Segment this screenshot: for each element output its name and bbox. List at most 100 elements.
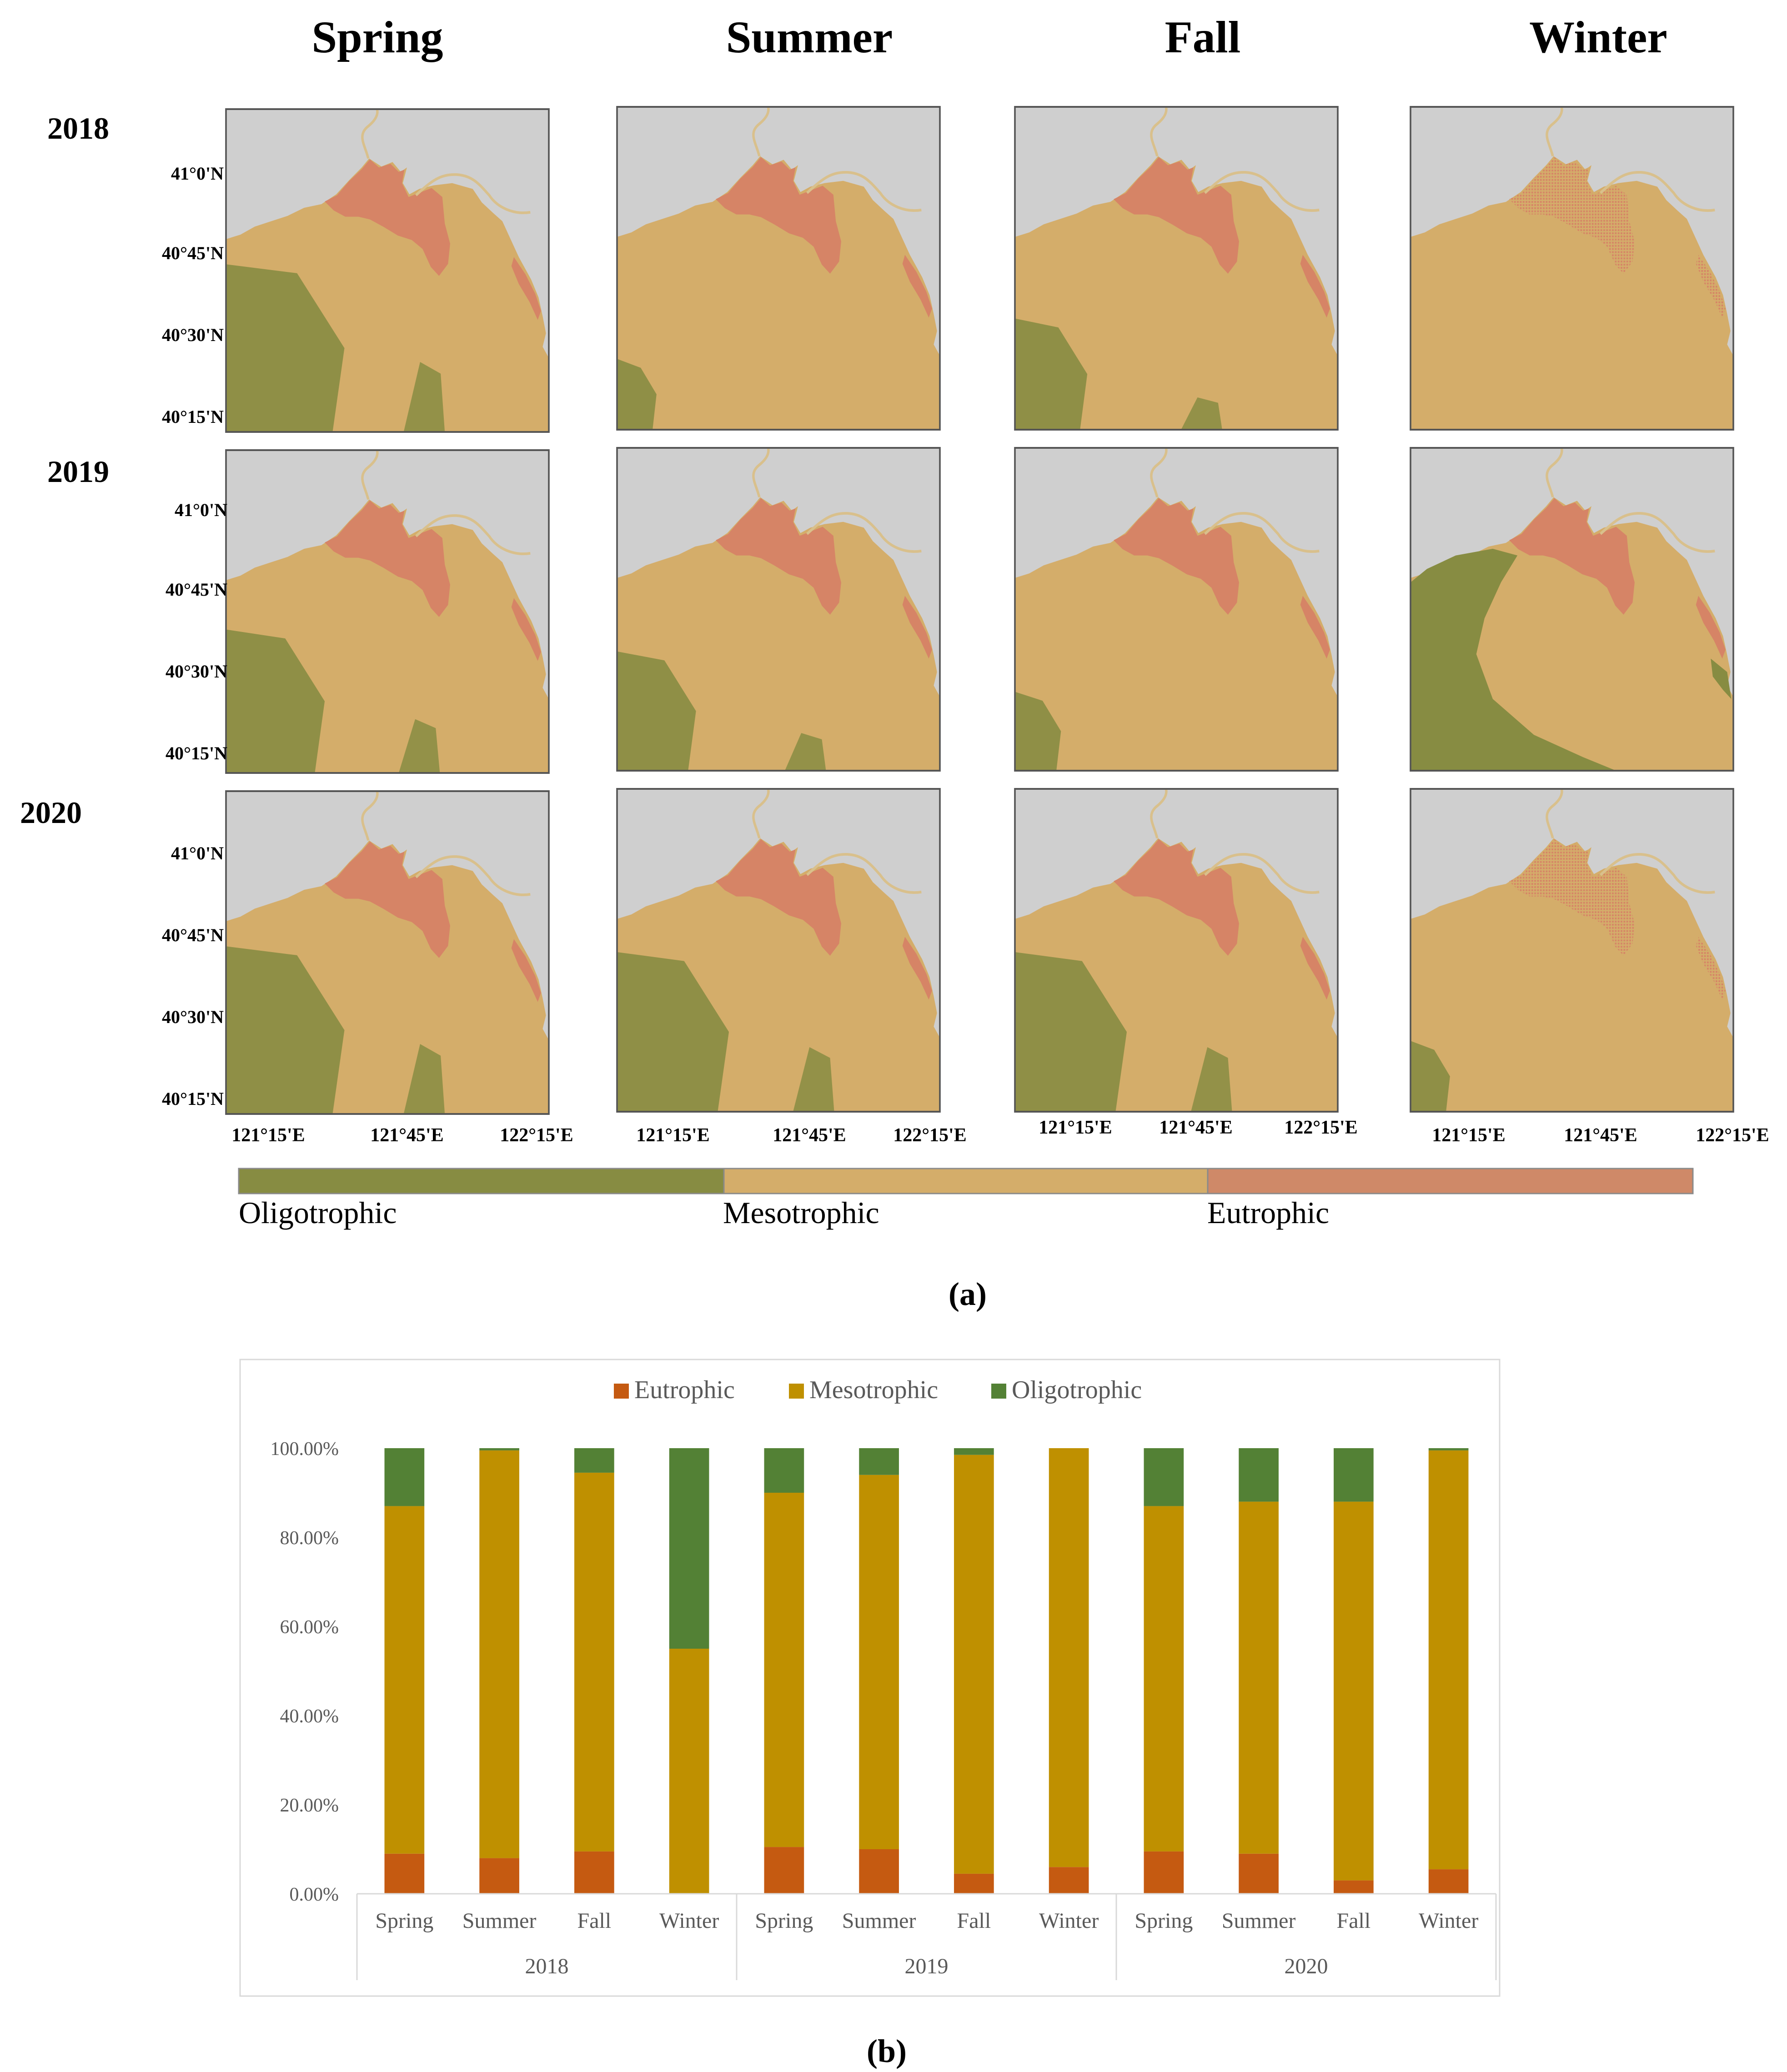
lat-label: 41°0'N — [175, 500, 227, 520]
bars — [384, 1448, 1469, 1894]
season-header: Spring — [311, 12, 443, 62]
lon-label: 121°15'E — [1432, 1125, 1505, 1146]
bar-segment — [1144, 1448, 1184, 1506]
season-header: Fall — [1165, 12, 1241, 62]
x-tick-label: Spring — [375, 1909, 433, 1933]
trophic-legend: Oligotrophic Mesotrophic Eutrophic — [238, 1168, 1694, 1230]
map-tile — [1410, 106, 1734, 431]
legend-label: Mesotrophic — [723, 1195, 879, 1230]
bar-segment — [954, 1455, 994, 1874]
lon-label: 122°15'E — [893, 1125, 966, 1146]
legend-swatch-mesotrophic — [723, 1168, 1209, 1194]
bar-segment — [574, 1472, 614, 1851]
x-tick-label: Spring — [755, 1909, 813, 1933]
x-tick-label: Summer — [1222, 1909, 1296, 1933]
lat-label: 40°15'N — [162, 406, 224, 427]
season-headers: Spring Summer Fall Winter — [311, 12, 1667, 62]
map-tile — [1410, 447, 1734, 772]
x-tick-label: Fall — [957, 1909, 991, 1933]
lon-label: 121°15'E — [231, 1125, 305, 1146]
bar-segment — [954, 1448, 994, 1455]
chart-legend-label: Eutrophic — [634, 1376, 735, 1404]
lat-label: 40°45'N — [162, 243, 224, 263]
bar-segment — [954, 1873, 994, 1894]
bar-segment — [1334, 1501, 1374, 1881]
map-tile — [225, 449, 550, 774]
lon-label: 121°15'E — [636, 1125, 709, 1146]
lon-label: 121°45'E — [773, 1125, 846, 1146]
bar-segment — [1144, 1506, 1184, 1851]
y-tick-label: 0.00% — [290, 1884, 339, 1905]
lat-label: 41°0'N — [171, 163, 224, 184]
map-tile — [616, 106, 941, 431]
chart-legend-swatch — [991, 1384, 1006, 1399]
year-label: 2019 — [47, 454, 109, 489]
bar-segment — [669, 1448, 709, 1649]
lon-label: 122°15'E — [500, 1125, 573, 1146]
legend-swatch-oligotrophic — [238, 1168, 725, 1194]
legend-swatch-eutrophic — [1207, 1168, 1694, 1194]
latitude-labels: 41°0'N 40°45'N 40°30'N 40°15'N 41°0'N 40… — [162, 163, 227, 1109]
x-tick-label: Summer — [462, 1909, 537, 1933]
lat-label: 40°45'N — [166, 579, 227, 600]
map-tile — [616, 788, 941, 1113]
lon-label: 121°45'E — [1564, 1125, 1637, 1146]
lat-label: 40°45'N — [162, 925, 224, 945]
bar-segment — [764, 1493, 804, 1847]
map-tile — [1014, 788, 1339, 1113]
x-tick-label: Fall — [577, 1909, 612, 1933]
season-header: Winter — [1529, 12, 1667, 62]
x-tick-label: Winter — [1039, 1909, 1099, 1933]
bar-chart: Eutrophic Mesotrophic Oligotrophic 0.00% 20… — [239, 1359, 1501, 1997]
bar-segment — [764, 1448, 804, 1493]
bar-segment — [384, 1506, 425, 1854]
bar-segment — [384, 1853, 425, 1894]
x-tick-label: Spring — [1134, 1909, 1193, 1933]
bar-segment — [1144, 1851, 1184, 1894]
lat-label: 40°30'N — [162, 325, 224, 345]
chart-legend: Eutrophic Mesotrophic Oligotrophic — [614, 1376, 1142, 1404]
lat-label: 40°30'N — [162, 1007, 224, 1027]
group-label: 2020 — [1285, 1954, 1328, 1978]
map-tile — [225, 790, 550, 1115]
year-labels: 2018 2019 2020 — [20, 111, 109, 830]
longitude-labels: 121°15'E 121°45'E 122°15'E 121°15'E 121°… — [231, 1117, 1769, 1146]
bar-segment — [479, 1450, 519, 1858]
caption-a: (a) — [949, 1276, 987, 1312]
y-tick-label: 20.00% — [280, 1795, 339, 1816]
lat-label: 41°0'N — [171, 843, 224, 863]
chart-legend-label: Mesotrophic — [809, 1376, 938, 1404]
x-tick-label: Summer — [842, 1909, 916, 1933]
map-tile — [1014, 106, 1339, 431]
y-axis: 0.00% 20.00% 40.00% 60.00% 80.00% 100.00% — [271, 1439, 339, 1905]
bar-segment — [384, 1448, 425, 1506]
bar-segment — [1334, 1880, 1374, 1894]
caption-b: (b) — [867, 2033, 907, 2069]
group-label: 2018 — [525, 1954, 569, 1978]
chart-legend-swatch — [614, 1384, 629, 1399]
lon-label: 121°45'E — [370, 1125, 443, 1146]
map-tile — [616, 447, 941, 772]
lon-label: 121°15'E — [1039, 1117, 1112, 1138]
year-label: 2018 — [47, 111, 109, 145]
lon-label: 122°15'E — [1696, 1125, 1769, 1146]
y-tick-label: 80.00% — [280, 1528, 339, 1549]
map-tile — [1410, 788, 1734, 1113]
legend-label: Eutrophic — [1207, 1195, 1329, 1230]
x-axis: Spring Summer Fall Winter Spring Summer Fall Wi… — [356, 1893, 1497, 1980]
bar-segment — [859, 1849, 899, 1894]
bar-segment — [859, 1475, 899, 1849]
group-label: 2019 — [905, 1954, 949, 1978]
bar-segment — [1334, 1448, 1374, 1502]
bar-segment — [1049, 1867, 1089, 1894]
bar-segment — [574, 1851, 614, 1894]
legend-label: Oligotrophic — [239, 1195, 397, 1230]
year-label: 2020 — [20, 795, 82, 830]
bar-segment — [669, 1649, 709, 1894]
lat-label: 40°15'N — [162, 1089, 224, 1109]
chart-legend-label: Oligotrophic — [1012, 1376, 1142, 1404]
lat-label: 40°30'N — [166, 661, 227, 682]
bar-segment — [1428, 1450, 1469, 1870]
y-tick-label: 100.00% — [271, 1439, 339, 1460]
x-tick-label: Winter — [659, 1909, 719, 1933]
